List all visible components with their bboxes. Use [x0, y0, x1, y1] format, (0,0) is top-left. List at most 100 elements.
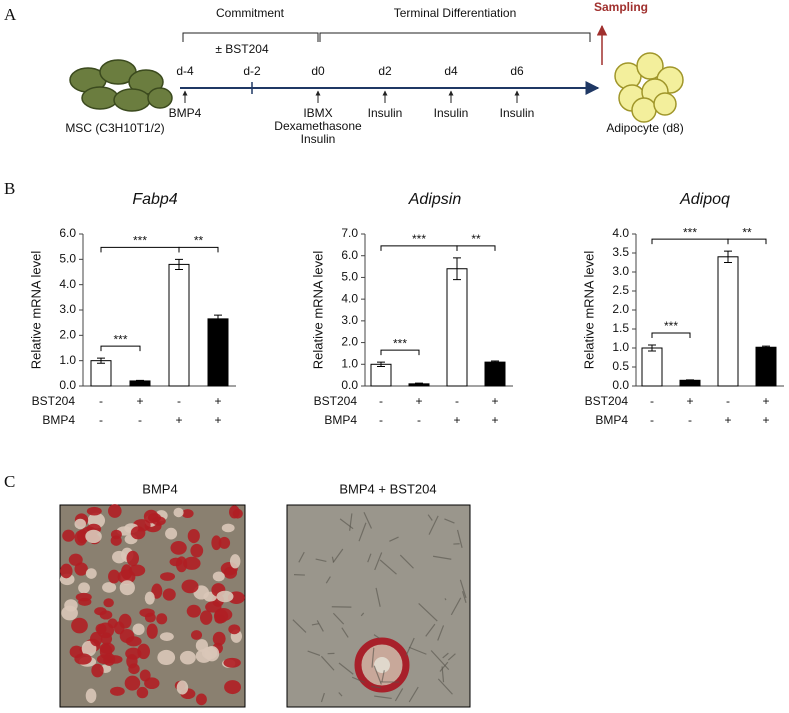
chart-title: Adipoq	[679, 191, 730, 208]
significance-bracket	[178, 246, 219, 253]
panel-label: A	[4, 5, 17, 24]
cell-texture	[339, 518, 354, 530]
significance-label: ***	[113, 332, 127, 346]
lipid-droplet	[86, 506, 102, 516]
treatment-name: BST204	[585, 394, 629, 408]
bar	[446, 268, 468, 387]
treatment-sign: -	[379, 394, 383, 408]
significance-label: ***	[683, 225, 697, 239]
start-label: MSC (C3H10T1/2)	[65, 121, 164, 135]
y-tick-label: 5.0	[59, 252, 76, 266]
cell-texture	[332, 612, 345, 625]
treatment-sign: -	[138, 413, 142, 427]
lipid-droplet	[139, 608, 155, 618]
lipid-droplet	[213, 609, 229, 624]
significance-label: ***	[664, 319, 678, 333]
lipid-droplet	[64, 599, 78, 612]
treatment-sign: +	[415, 394, 422, 408]
cell-texture	[307, 650, 321, 657]
lipid-droplet	[160, 572, 176, 581]
phase-label: Terminal Differentiation	[394, 6, 517, 20]
bst-label: ± BST204	[215, 42, 269, 56]
lipid-droplet	[181, 579, 199, 594]
lipid-droplet	[156, 613, 168, 625]
error-bar	[686, 379, 694, 382]
y-tick-label: 1.0	[612, 340, 629, 354]
y-tick-label: 3.0	[612, 264, 629, 278]
cell-texture	[450, 597, 462, 616]
treatment-sign: -	[177, 394, 181, 408]
cell-texture	[428, 515, 439, 535]
significance-label: ***	[393, 336, 407, 350]
treatment-sign: +	[453, 413, 460, 427]
cell-texture	[363, 511, 373, 529]
y-tick-label: 3.0	[341, 313, 358, 327]
cell-texture	[320, 692, 325, 703]
significance-label: **	[194, 234, 204, 248]
error-bar	[724, 250, 732, 263]
lipid-droplet	[205, 601, 222, 613]
treatment-label: IBMX	[303, 106, 332, 120]
panel-label: C	[4, 472, 15, 491]
cell-texture	[375, 587, 381, 607]
cell-texture	[430, 650, 450, 671]
lipid-droplet	[195, 649, 213, 663]
error-bar	[377, 361, 385, 367]
cell-texture	[408, 686, 419, 703]
lipid-droplet	[144, 591, 155, 605]
lipid-droplet	[74, 653, 92, 665]
lipid-droplet	[157, 649, 176, 666]
lipid-droplet	[89, 631, 103, 647]
phase-label: Commitment	[216, 6, 285, 20]
significance-bracket	[456, 245, 496, 251]
significance-bracket	[380, 245, 458, 251]
lipid-droplet	[146, 623, 158, 639]
treatment-sign: +	[762, 394, 769, 408]
cell-texture	[379, 559, 397, 575]
treatment-label: BMP4	[169, 106, 202, 120]
day-label: d0	[311, 64, 325, 78]
lipid-droplet	[75, 592, 92, 602]
lipid-droplet	[181, 509, 194, 519]
day-label: d-4	[176, 64, 194, 78]
day-label: d2	[378, 64, 392, 78]
significance-bracket	[100, 345, 141, 352]
y-tick-label: 3.5	[612, 245, 629, 259]
lipid-droplet	[221, 523, 235, 533]
cell-texture	[444, 598, 447, 601]
msc-cells	[69, 59, 173, 112]
lipid-droplet	[68, 553, 83, 566]
lipid-droplet	[118, 613, 132, 629]
treatment-name: BMP4	[324, 413, 357, 427]
y-tick-label: 1.5	[612, 321, 629, 335]
adipocyte	[614, 52, 684, 123]
lipid-droplet	[173, 507, 184, 518]
lipid-droplet	[176, 680, 189, 695]
cell-texture	[437, 625, 445, 641]
cell-texture	[298, 551, 305, 563]
treatment-sign: -	[455, 394, 459, 408]
treatment-sign: -	[650, 394, 654, 408]
lipid-droplet	[103, 598, 114, 608]
panel-label: B	[4, 179, 15, 198]
cell-texture	[358, 522, 367, 542]
lipid-droplet	[229, 505, 240, 519]
lipid-droplet	[139, 669, 151, 682]
lipid-droplet	[102, 582, 117, 593]
cell-texture	[367, 553, 372, 563]
bracket	[182, 32, 319, 42]
lipid-droplet	[211, 535, 222, 551]
treatment-sign: +	[762, 413, 769, 427]
cell-texture	[427, 514, 433, 521]
end-label: Adipocyte (d8)	[606, 121, 683, 135]
y-tick-label: 5.0	[341, 270, 358, 284]
lipid-droplet	[228, 624, 241, 635]
lipid-droplet	[195, 693, 207, 706]
treatment-sign: -	[99, 413, 103, 427]
error-bar	[136, 379, 144, 382]
cell-texture	[325, 576, 331, 584]
significance-bracket	[651, 332, 691, 338]
cell-texture	[381, 670, 385, 683]
bar	[90, 360, 112, 387]
